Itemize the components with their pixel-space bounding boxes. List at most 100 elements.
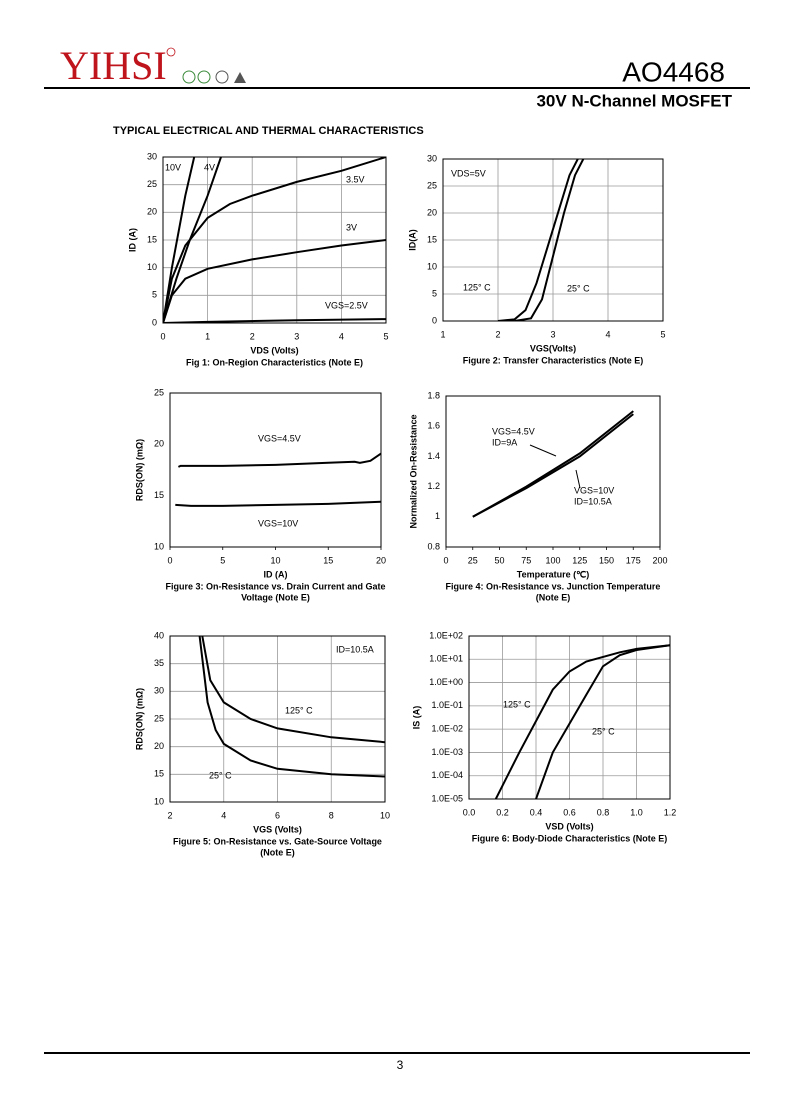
x-tick-label: 175 — [626, 555, 641, 565]
y-tick-label: 1.0E-04 — [431, 770, 463, 780]
x-tick-label: 6 — [275, 810, 280, 820]
registered-mark — [166, 47, 176, 57]
x-tick-label: 0.0 — [463, 807, 476, 817]
x-tick-label: 10 — [270, 555, 280, 565]
y-tick-label: 20 — [154, 741, 164, 751]
x-axis-label: VDS (Volts) — [250, 345, 298, 355]
x-tick-label: 3 — [294, 331, 299, 341]
x-tick-label: 15 — [323, 555, 333, 565]
series-label: 125° C — [463, 282, 491, 292]
e3-icon — [197, 70, 211, 84]
y-tick-label: 15 — [147, 234, 157, 244]
y-tick-label: 1.0E-03 — [431, 747, 463, 757]
series-label: VGS=10V — [258, 518, 298, 528]
x-tick-label: 0 — [167, 555, 172, 565]
y-tick-label: 10 — [427, 261, 437, 271]
plot-frame — [169, 392, 382, 548]
y-tick-label: 1.0E-02 — [431, 724, 463, 734]
y-tick-label: 0 — [432, 315, 437, 325]
figure-caption: Figure 3: On-Resistance vs. Drain Curren… — [165, 581, 385, 591]
series-label: 25° C — [567, 283, 590, 293]
annotation-arrow — [575, 469, 581, 489]
brand-logo: YIHSI — [60, 43, 167, 88]
series-label: 25° C — [592, 726, 615, 736]
series-line — [177, 452, 381, 468]
y-tick-label: 25 — [427, 180, 437, 190]
plot-frame — [468, 635, 671, 800]
x-axis-label: VGS(Volts) — [530, 343, 576, 353]
y-tick-label: 40 — [154, 630, 164, 640]
figure-caption: (Note E) — [536, 592, 571, 602]
header-subtitle: 30V N-Channel MOSFET — [536, 91, 732, 110]
x-tick-label: 1 — [205, 331, 210, 341]
x-tick-label: 1.0 — [630, 807, 643, 817]
x-tick-label: 2 — [250, 331, 255, 341]
x-tick-label: 150 — [599, 555, 614, 565]
y-tick-label: 20 — [154, 439, 164, 449]
figure-caption: Figure 2: Transfer Characteristics (Note… — [463, 355, 644, 365]
y-tick-label: 15 — [427, 234, 437, 244]
x-tick-label: 4 — [339, 331, 344, 341]
annotation-arrow — [529, 444, 557, 457]
y-tick-label: 30 — [154, 686, 164, 696]
page-number: 3 — [397, 1058, 404, 1072]
series-line — [494, 644, 670, 799]
x-tick-label: 5 — [383, 331, 388, 341]
figure-caption: Fig 1: On-Region Characteristics (Note E… — [186, 357, 363, 367]
series-line — [163, 157, 386, 323]
series-label: 10V — [165, 162, 181, 172]
x-axis-label: ID (A) — [264, 569, 288, 579]
annotation: VDS=5V — [451, 168, 486, 178]
y-axis-label: ID (A) — [127, 228, 137, 252]
x-tick-label: 0.8 — [597, 807, 610, 817]
figure-caption: Figure 4: On-Resistance vs. Junction Tem… — [446, 581, 661, 591]
esd-icon — [234, 72, 246, 83]
x-axis-label: VGS (Volts) — [253, 824, 302, 834]
y-tick-label: 1.6 — [427, 421, 440, 431]
figure-caption: Voltage (Note E) — [241, 592, 310, 602]
x-tick-label: 8 — [329, 810, 334, 820]
y-tick-label: 25 — [154, 713, 164, 723]
annotation: ID=9A — [492, 437, 517, 447]
y-tick-label: 35 — [154, 658, 164, 668]
y-tick-label: 1 — [435, 511, 440, 521]
y-tick-label: 20 — [427, 207, 437, 217]
y-tick-label: 1.0E+00 — [429, 677, 463, 687]
x-tick-label: 2 — [167, 810, 172, 820]
y-axis-label: RDS(ON) (mΩ) — [134, 439, 144, 501]
x-tick-label: 125 — [572, 555, 587, 565]
y-tick-label: 30 — [427, 153, 437, 163]
y-tick-label: 0 — [152, 317, 157, 327]
series-line — [163, 157, 196, 323]
x-tick-label: 0.4 — [530, 807, 543, 817]
plot-frame — [169, 635, 386, 803]
x-tick-label: 1.2 — [664, 807, 677, 817]
series-label: 25° C — [209, 770, 232, 780]
y-tick-label: 1.0E+02 — [429, 630, 463, 640]
x-tick-label: 50 — [494, 555, 504, 565]
figure-caption: Figure 6: Body-Diode Characteristics (No… — [472, 833, 668, 843]
series-line — [472, 413, 634, 518]
x-tick-label: 3 — [550, 329, 555, 339]
series-line — [201, 636, 385, 744]
y-tick-label: 15 — [154, 490, 164, 500]
y-axis-label: ID(A) — [407, 229, 417, 251]
y-tick-label: 20 — [147, 207, 157, 217]
y-tick-label: 5 — [152, 290, 157, 300]
series-label: 125° C — [285, 705, 313, 715]
y-tick-label: 1.4 — [427, 451, 440, 461]
x-tick-label: 0 — [443, 555, 448, 565]
annotation: ID=10.5A — [336, 644, 374, 654]
series-line — [175, 500, 381, 507]
y-tick-label: 1.0E-01 — [431, 700, 463, 710]
x-tick-label: 100 — [545, 555, 560, 565]
y-tick-label: 5 — [432, 288, 437, 298]
y-tick-label: 1.0E-05 — [431, 793, 463, 803]
x-axis-label: Temperature (℃) — [517, 569, 589, 579]
y-axis-label: Normalized On-Resistance — [408, 414, 418, 528]
series-line — [198, 636, 385, 778]
series-label: VGS=4.5V — [258, 433, 301, 443]
y-tick-label: 1.8 — [427, 390, 440, 400]
x-axis-label: VSD (Volts) — [545, 821, 593, 831]
